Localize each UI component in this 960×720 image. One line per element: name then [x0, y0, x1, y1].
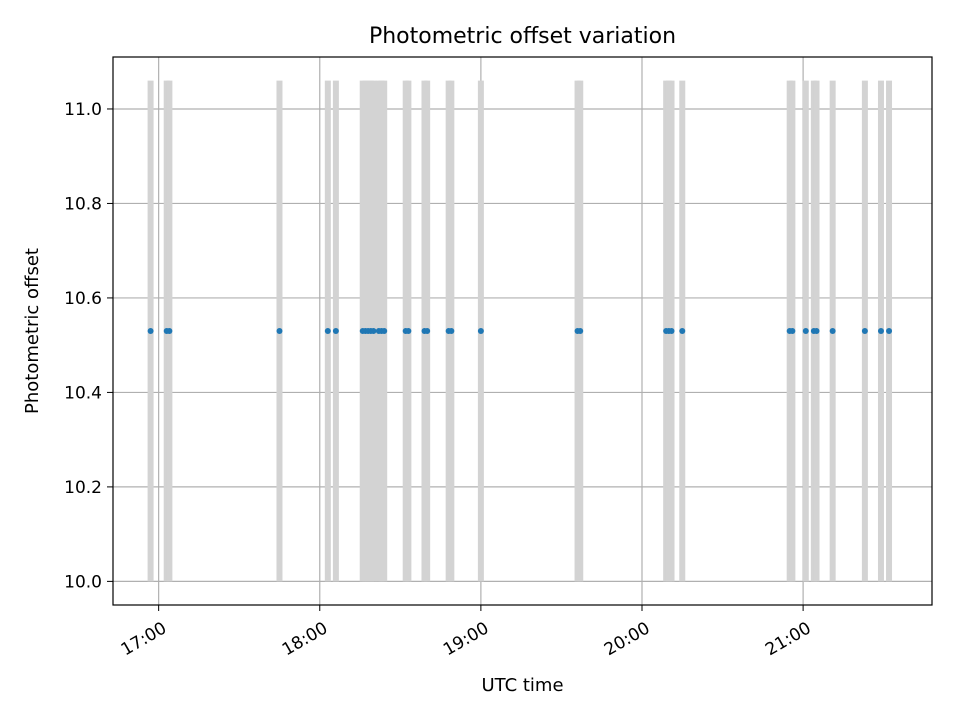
grid [113, 57, 932, 605]
ticks: 10.0 10.2 10.4 10.6 10.8 11.0 17:00 18:00 19:00 2… [64, 100, 814, 660]
x-tick-label: 20:00 [601, 618, 653, 660]
y-tick-label: 10.8 [64, 194, 102, 214]
data-point [802, 328, 809, 334]
data-point [668, 328, 675, 334]
y-tick-label: 10.2 [64, 478, 102, 498]
data-point [381, 328, 388, 334]
data-point [147, 328, 154, 334]
data-point [577, 328, 584, 334]
data-point [276, 328, 283, 334]
data-point [370, 328, 377, 334]
x-axis-label: UTC time [481, 675, 563, 696]
plot-frame [112, 56, 933, 606]
x-tick-label: 19:00 [440, 618, 492, 660]
data-point [448, 328, 455, 334]
data-point [789, 328, 796, 334]
y-tick-label: 10.6 [64, 289, 102, 309]
data-points [147, 328, 893, 334]
y-tick-label: 11.0 [64, 100, 102, 120]
bands [147, 80, 893, 582]
x-tick-label: 18:00 [279, 618, 331, 660]
data-point [332, 328, 339, 334]
y-tick-label: 10.0 [64, 572, 102, 592]
y-axis-label: Photometric offset [22, 248, 43, 414]
data-point [877, 328, 884, 334]
data-point [679, 328, 686, 334]
data-point [166, 328, 173, 334]
data-point [861, 328, 868, 334]
data-point [405, 328, 412, 334]
data-point [324, 328, 331, 334]
data-point [424, 328, 431, 334]
x-tick-label: 21:00 [762, 618, 814, 660]
x-tick-label: 17:00 [118, 618, 170, 660]
data-point [829, 328, 836, 334]
data-point [886, 328, 893, 334]
data-point [813, 328, 820, 334]
data-point [477, 328, 484, 334]
y-tick-label: 10.4 [64, 383, 102, 403]
chart-title: Photometric offset variation [369, 24, 676, 49]
